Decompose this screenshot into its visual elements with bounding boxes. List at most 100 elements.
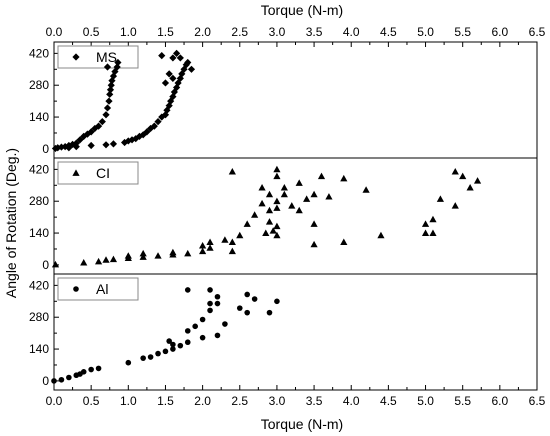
data-point: [251, 211, 259, 218]
data-point: [466, 183, 474, 191]
data-point: [228, 238, 236, 246]
data-point: [105, 97, 113, 105]
x-tick-label-bottom: 1.0: [120, 394, 137, 408]
data-point: [139, 249, 147, 257]
panel-al: 0 140 280 420 Al: [29, 277, 280, 388]
data-point: [199, 334, 206, 341]
x-tick-label-bottom: 2.0: [194, 394, 211, 408]
data-point: [66, 374, 72, 381]
data-point: [184, 249, 192, 257]
data-point: [106, 90, 114, 98]
data-point: [310, 240, 318, 248]
data-point: [243, 220, 251, 227]
data-point: [258, 183, 266, 191]
data-point: [114, 58, 122, 67]
x-tick-label-top: 1.5: [157, 25, 174, 39]
legend-box: [57, 277, 139, 301]
data-point: [265, 206, 274, 214]
data-point: [221, 236, 229, 243]
data-point: [166, 338, 172, 344]
data-point: [102, 256, 110, 263]
data-point: [184, 287, 191, 293]
x-tick-label-bottom: 6.0: [492, 394, 509, 408]
data-point: [169, 54, 177, 62]
data-point: [340, 238, 348, 246]
data-point: [303, 195, 311, 202]
data-point: [109, 140, 118, 148]
data-point: [106, 86, 115, 94]
data-point: [436, 195, 444, 202]
data-point: [273, 231, 281, 239]
data-point: [170, 346, 176, 352]
data-point: [310, 190, 318, 198]
data-point: [107, 81, 115, 89]
y-tick-label: 140: [29, 226, 49, 240]
x-tick-label-top: 3.5: [306, 25, 323, 39]
data-point: [65, 144, 73, 152]
x-tick-label-bottom: 0.0: [46, 394, 63, 408]
data-point: [262, 229, 270, 236]
x-tick-label-top: 0.5: [83, 25, 100, 39]
plot-border: [53, 41, 538, 391]
data-point: [103, 63, 112, 71]
data-point: [113, 63, 121, 71]
x-tick-label-top: 0.0: [46, 25, 63, 39]
data-point: [169, 248, 177, 256]
legend-marker: [72, 169, 80, 176]
data-point: [265, 218, 274, 225]
data-point: [280, 190, 288, 198]
y-tick-label: 0: [42, 374, 49, 388]
data-point: [273, 165, 281, 173]
y-tick-label: 0: [42, 142, 49, 156]
data-point: [103, 104, 112, 112]
x-tick-label-top: 6.5: [529, 25, 546, 39]
x-tick-label-bottom: 3.0: [269, 394, 286, 408]
data-point: [244, 309, 250, 316]
data-point: [280, 183, 288, 191]
data-point: [192, 323, 198, 330]
x-tick-label-top: 6.0: [492, 25, 509, 39]
data-point: [173, 49, 181, 57]
data-point: [206, 238, 214, 246]
data-point: [473, 177, 482, 184]
data-point: [340, 174, 348, 182]
data-point: [80, 369, 87, 375]
data-point: [102, 141, 110, 149]
data-point: [199, 247, 207, 255]
data-point: [362, 186, 370, 193]
y-tick-label: 140: [29, 342, 49, 356]
data-point: [429, 229, 437, 236]
data-point: [184, 339, 191, 346]
y-tick-label: 140: [29, 110, 49, 124]
data-point: [325, 193, 333, 200]
data-point: [266, 309, 273, 316]
data-point: [88, 366, 94, 373]
data-point: [214, 300, 221, 307]
x-tick-label-bottom: 0.5: [83, 394, 100, 408]
data-point: [429, 215, 437, 223]
x-axis-bottom: 0.0 0.5 1.0 1.5 2.0 2.5 3.0 3.5 4.0 4.5 5.0 5.5 6.0 6…: [46, 385, 546, 408]
data-point: [80, 259, 88, 266]
data-point: [139, 253, 147, 260]
legend-label: CI: [96, 165, 110, 181]
legend-label: MS: [96, 49, 117, 65]
data-point: [102, 111, 110, 119]
x-tick-label-bottom: 1.5: [157, 394, 174, 408]
data-point: [161, 79, 170, 87]
y-tick-label: 0: [42, 258, 49, 272]
data-point: [72, 143, 80, 151]
x-tick-label-bottom: 4.0: [343, 394, 360, 408]
data-point: [174, 79, 182, 87]
x-tick-label-bottom: 3.5: [306, 394, 323, 408]
y-tick-label: 280: [29, 78, 49, 92]
data-point: [109, 255, 118, 263]
data-point: [150, 122, 158, 130]
x-tick-label-bottom: 2.5: [231, 394, 248, 408]
x-tick-label-bottom: 4.5: [380, 394, 397, 408]
x-tick-label-bottom: 6.5: [529, 394, 546, 408]
data-point: [51, 260, 60, 268]
data-point: [207, 307, 213, 314]
legend-marker: [73, 286, 79, 292]
plot-frame: [53, 41, 538, 391]
